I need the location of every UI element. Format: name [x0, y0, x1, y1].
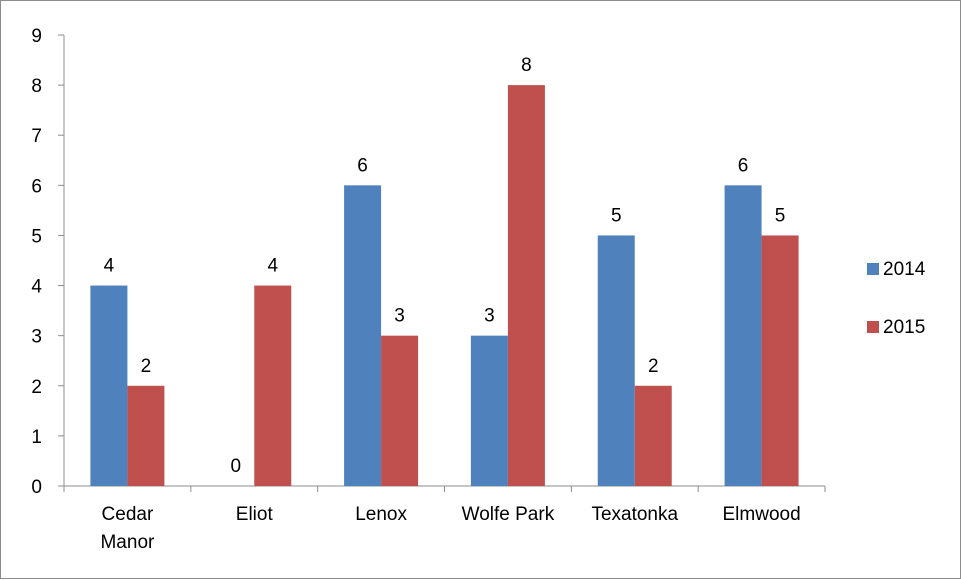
bar-2015: [634, 385, 672, 486]
x-category-label-line: Wolfe Park: [462, 504, 555, 525]
bar-2014: [470, 335, 508, 486]
x-category-label-line: Texatonka: [591, 504, 678, 525]
data-label: 8: [521, 55, 532, 76]
legend-swatch-2015: [867, 321, 879, 333]
data-label: 4: [267, 256, 278, 277]
data-label: 2: [648, 356, 659, 377]
y-tick-label: 9: [31, 26, 42, 47]
x-category-label: Elmwood: [723, 504, 801, 525]
bar-2014: [597, 235, 635, 486]
data-label: 3: [484, 306, 495, 327]
y-tick-label: 6: [31, 176, 42, 197]
x-category-label: Cedar Manor: [100, 504, 155, 553]
bar-2014: [90, 285, 128, 486]
y-tick-label: 4: [31, 277, 42, 298]
bar-2014: [724, 185, 762, 487]
data-label: 6: [357, 155, 368, 176]
data-label: 5: [775, 205, 786, 226]
x-category-label: Texatonka: [591, 504, 678, 525]
legend: 2014 2015: [867, 259, 926, 338]
y-tick-label: 3: [31, 327, 42, 348]
x-category-label-line: Manor: [100, 532, 155, 553]
y-tick-label: 7: [31, 126, 42, 147]
legend-swatch-2014: [867, 263, 879, 275]
bar-2015: [127, 385, 165, 486]
data-label: 0: [230, 456, 241, 477]
x-category-label-line: Lenox: [355, 504, 407, 525]
bar-2014: [344, 185, 382, 487]
bar-2015: [761, 235, 799, 486]
x-category-label: Wolfe Park: [462, 504, 555, 525]
axes: 0 1 2 3 4 5 6 7 8 9: [31, 26, 826, 498]
data-label: 5: [611, 205, 622, 226]
bars: [90, 85, 799, 487]
legend-label-2014: 2014: [883, 259, 926, 280]
bar-2015: [254, 285, 292, 486]
y-tick-label: 1: [31, 427, 42, 448]
x-category-label: Lenox: [355, 504, 407, 525]
x-category-label-line: Cedar: [102, 504, 154, 525]
data-label: 4: [104, 256, 115, 277]
x-category-label: Eliot: [236, 504, 274, 525]
bar-2015: [381, 335, 419, 486]
x-category-label-line: Eliot: [236, 504, 274, 525]
y-tick-label: 0: [31, 477, 42, 498]
labels: 4 2 Cedar Manor 0 4 Eliot 6 3 Lenox 3 8 Wolfe Park 5 2…: [100, 55, 800, 553]
data-label: 6: [738, 155, 749, 176]
bar-2015: [507, 85, 545, 486]
y-tick-label: 2: [31, 377, 42, 398]
data-label: 2: [141, 356, 152, 377]
y-tick-label: 8: [31, 76, 42, 97]
data-label: 3: [394, 306, 405, 327]
y-tick-label: 5: [31, 226, 42, 247]
legend-label-2015: 2015: [883, 317, 925, 338]
x-category-label-line: Elmwood: [723, 504, 801, 525]
